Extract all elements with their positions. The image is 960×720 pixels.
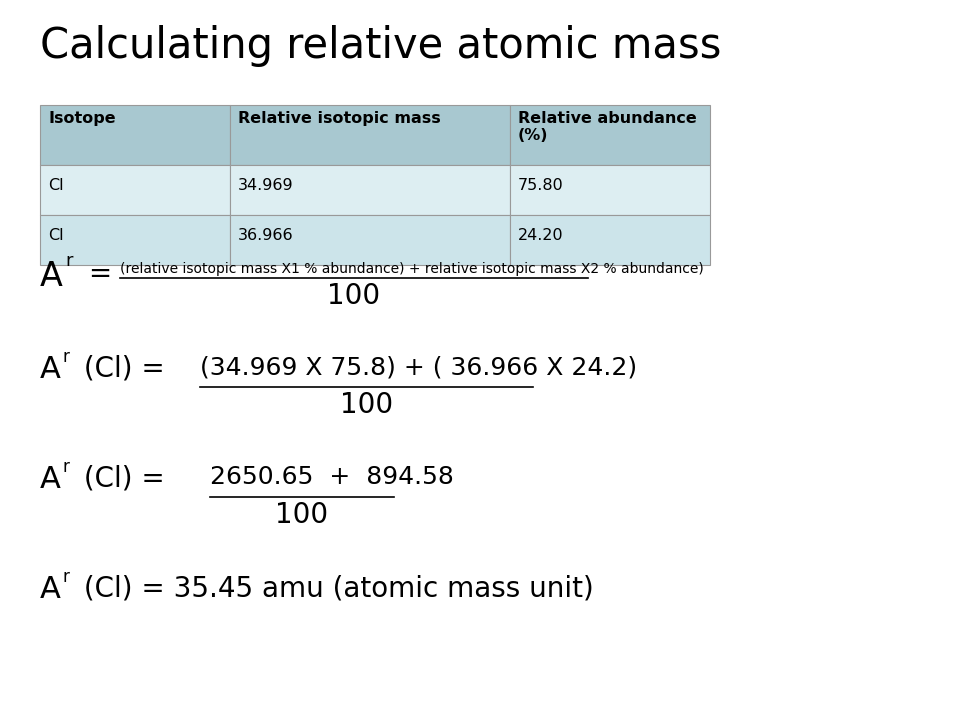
- Text: 34.969: 34.969: [238, 178, 294, 193]
- Text: 100: 100: [276, 501, 328, 529]
- FancyBboxPatch shape: [230, 105, 510, 165]
- FancyBboxPatch shape: [230, 165, 510, 215]
- Text: A: A: [40, 575, 60, 604]
- Text: Calculating relative atomic mass: Calculating relative atomic mass: [40, 25, 721, 67]
- Text: Relative isotopic mass: Relative isotopic mass: [238, 111, 441, 126]
- Text: r: r: [62, 568, 69, 586]
- Text: 100: 100: [327, 282, 380, 310]
- Text: 36.966: 36.966: [238, 228, 294, 243]
- Text: 2650.65  +  894.58: 2650.65 + 894.58: [210, 465, 454, 489]
- Text: 75.80: 75.80: [518, 178, 564, 193]
- Text: (Cl) = 35.45 amu (atomic mass unit): (Cl) = 35.45 amu (atomic mass unit): [75, 575, 593, 603]
- Text: Relative abundance
(%): Relative abundance (%): [518, 111, 697, 143]
- Text: r: r: [62, 458, 69, 476]
- FancyBboxPatch shape: [510, 165, 710, 215]
- Text: (relative isotopic mass X1 % abundance) + relative isotopic mass X2 % abundance): (relative isotopic mass X1 % abundance) …: [120, 262, 704, 276]
- Text: 24.20: 24.20: [518, 228, 564, 243]
- Text: 100: 100: [340, 391, 394, 419]
- Text: (Cl) =: (Cl) =: [75, 355, 174, 383]
- Text: r: r: [65, 252, 73, 270]
- Text: Cl: Cl: [48, 178, 63, 193]
- Text: (Cl) =: (Cl) =: [75, 465, 182, 493]
- Text: A: A: [40, 355, 60, 384]
- FancyBboxPatch shape: [230, 215, 510, 265]
- Text: Isotope: Isotope: [48, 111, 115, 126]
- Text: =: =: [80, 260, 121, 288]
- FancyBboxPatch shape: [40, 165, 230, 215]
- Text: Cl: Cl: [48, 228, 63, 243]
- Text: A: A: [40, 465, 60, 494]
- FancyBboxPatch shape: [40, 105, 230, 165]
- Text: A: A: [40, 260, 62, 293]
- FancyBboxPatch shape: [40, 215, 230, 265]
- FancyBboxPatch shape: [510, 105, 710, 165]
- FancyBboxPatch shape: [510, 215, 710, 265]
- Text: (34.969 X 75.8) + ( 36.966 X 24.2): (34.969 X 75.8) + ( 36.966 X 24.2): [200, 355, 637, 379]
- Text: r: r: [62, 348, 69, 366]
